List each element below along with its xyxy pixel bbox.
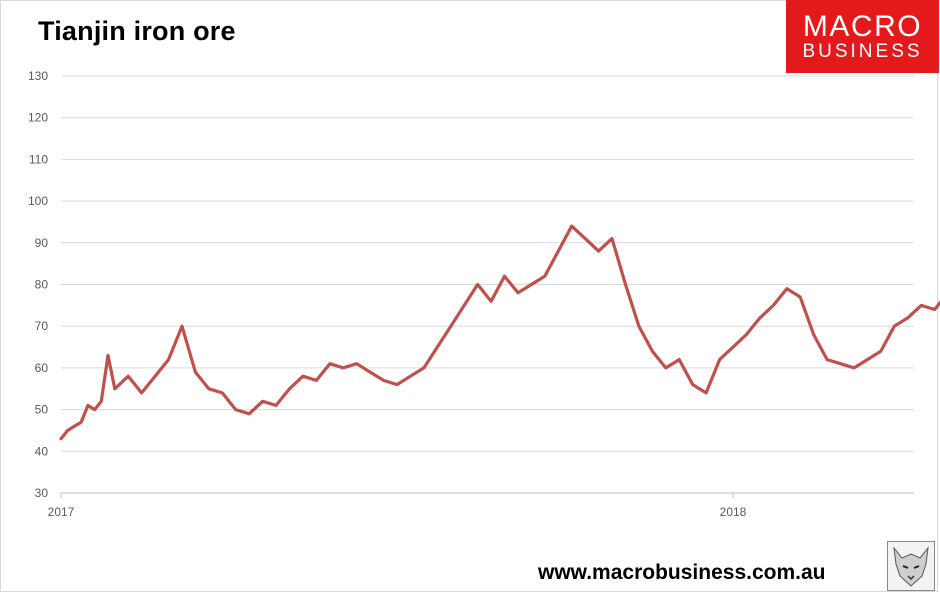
wolf-icon	[887, 541, 935, 591]
data-point	[409, 375, 412, 378]
data-point	[476, 283, 479, 286]
data-point	[127, 375, 129, 378]
data-point	[355, 362, 358, 365]
data-point	[342, 367, 345, 369]
data-point	[208, 387, 210, 390]
logo-line-2: BUSINESS	[802, 41, 923, 62]
data-point	[544, 275, 546, 277]
price-series-line	[59, 224, 940, 441]
data-point	[799, 296, 801, 298]
data-point	[154, 375, 156, 378]
data-point	[597, 250, 600, 252]
data-point	[772, 304, 775, 307]
data-point	[530, 283, 533, 286]
data-point	[718, 358, 721, 361]
data-point	[382, 379, 385, 382]
data-point	[113, 387, 116, 390]
data-point	[584, 237, 586, 240]
data-point	[745, 333, 748, 336]
y-tick-label-80: 80	[35, 278, 49, 292]
data-point	[302, 375, 304, 378]
data-point	[906, 317, 909, 319]
data-point	[893, 325, 896, 328]
data-point	[261, 400, 264, 403]
chart-title: Tianjin iron ore	[38, 16, 236, 46]
data-point	[463, 304, 466, 307]
y-tick-label-50: 50	[35, 403, 49, 417]
x-tick-label-2017: 2017	[48, 505, 75, 519]
data-point	[691, 383, 694, 386]
data-point	[732, 346, 734, 348]
y-tick-label-60: 60	[35, 361, 49, 375]
y-tick-label-30: 30	[35, 486, 49, 500]
data-point	[853, 367, 855, 369]
data-point	[665, 367, 667, 369]
data-point	[933, 308, 936, 311]
y-tick-label-120: 120	[28, 111, 48, 125]
y-tick-label-110: 110	[29, 152, 48, 166]
y-tick-label-70: 70	[35, 319, 49, 333]
logo-line-1: MACRO	[802, 10, 923, 43]
data-point	[275, 404, 277, 407]
data-point	[60, 437, 62, 440]
data-point	[234, 408, 237, 411]
data-point	[221, 392, 224, 394]
data-point	[839, 362, 842, 365]
data-point	[678, 358, 681, 361]
data-point	[880, 350, 882, 353]
data-point	[651, 350, 654, 353]
data-point	[167, 358, 170, 361]
y-tick-label-90: 90	[35, 236, 49, 250]
data-point	[436, 346, 439, 348]
data-point	[181, 325, 183, 328]
y-tick-label-40: 40	[35, 444, 49, 458]
data-point	[705, 392, 707, 394]
data-point	[638, 325, 640, 328]
data-point	[611, 237, 613, 240]
data-point	[423, 367, 425, 369]
data-point	[812, 333, 815, 336]
data-point	[194, 371, 197, 373]
data-point	[288, 387, 291, 390]
website-url: www.macrobusiness.com.au	[538, 561, 826, 584]
macrobusiness-logo: MACRO BUSINESS	[786, 0, 939, 73]
data-point	[490, 300, 492, 302]
data-point	[557, 250, 560, 252]
data-point	[73, 425, 76, 428]
data-point	[66, 429, 69, 432]
data-point	[369, 371, 371, 373]
x-tick-label-2018: 2018	[720, 505, 747, 519]
data-point	[517, 292, 519, 294]
data-point	[570, 225, 573, 227]
data-point	[100, 400, 103, 403]
y-tick-label-100: 100	[28, 194, 48, 208]
data-point	[759, 317, 761, 319]
data-point	[449, 325, 452, 328]
data-point	[87, 404, 89, 407]
data-point	[826, 358, 828, 361]
data-point	[93, 408, 96, 411]
data-point	[107, 354, 109, 357]
data-point	[503, 275, 506, 277]
data-point	[329, 362, 331, 365]
data-point	[396, 383, 398, 386]
data-point	[140, 392, 143, 394]
data-point	[785, 287, 788, 290]
data-point	[624, 283, 627, 286]
y-tick-label-130: 130	[28, 69, 48, 83]
data-point	[80, 421, 82, 423]
data-point	[866, 358, 869, 361]
data-point	[315, 379, 318, 382]
data-point	[920, 304, 922, 307]
data-point	[248, 412, 250, 415]
